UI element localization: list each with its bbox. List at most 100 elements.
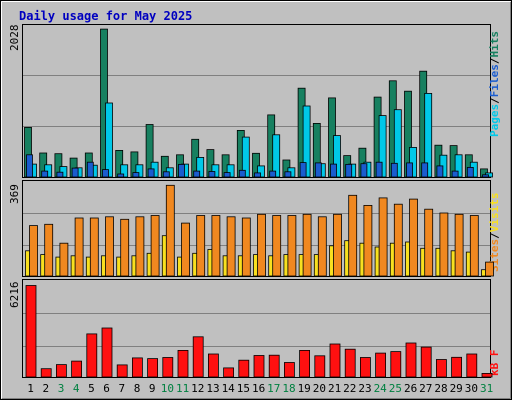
visits-bar [439,212,449,277]
visits-bar [29,225,38,277]
kb-bar [283,362,295,378]
visits-bar [196,215,206,277]
kb-bar [101,327,113,378]
files-bar [120,164,129,178]
day-label: 7 [118,382,125,395]
pages-bar [117,173,125,178]
visits-bar [363,204,373,277]
visits-bar [409,198,418,277]
pages-bar [147,168,155,178]
kb-bar [238,359,250,378]
pages-bar [193,170,201,178]
pages-bar [406,162,413,178]
files-bar [241,136,250,178]
pages-bar [102,169,109,178]
kb-bar [40,368,52,378]
day-label: 9 [149,382,156,395]
files-bar [196,156,205,178]
visits-bar [333,213,342,277]
visits-bar [272,215,282,277]
kb-bar [268,354,280,378]
day-label: 10 [161,382,174,395]
kb-bar [451,356,463,378]
pages-bar [71,167,79,178]
visits-bar [393,203,403,277]
pages-bar [284,171,292,178]
pages-bar [451,170,459,178]
pages-bar [254,172,261,178]
pages-bar [26,154,33,178]
visits-bar [44,223,54,277]
kb-bar [299,349,311,378]
kb-bar [420,346,432,378]
visits-bar [287,215,297,277]
kb-bars [25,285,493,378]
day-label: 19 [298,382,311,395]
files-bar [211,164,220,178]
day-label: 12 [191,382,204,395]
day-labels: 1 2 3 4 5 6 7 8 9 10 11 12 13 14 15 16 17 18 19 20 21 22 23 24 2… [27,382,493,395]
pages-bar [314,162,322,178]
pages-bar [482,174,489,178]
files-bar [333,135,341,178]
visits-bar [74,217,84,277]
kb-bar [435,359,447,378]
kb-ymax-label: 6216 [8,282,21,309]
day-label: 23 [358,382,371,395]
pages-bar [41,170,49,178]
visits-bar [317,216,327,277]
day-label: 27 [419,382,432,395]
visits-bar [105,216,114,277]
files-bar [302,105,311,178]
visits-bar [485,261,494,277]
visits-bar [181,222,190,277]
day-label: 30 [465,382,478,395]
hits-files-pages-bars [24,28,493,178]
visits-bar [257,213,266,277]
kb-bar [131,357,143,378]
pages-bar [223,172,231,178]
visits-bar [469,215,479,277]
files-bar [105,102,113,178]
day-label: 6 [103,382,110,395]
day-label: 14 [222,382,236,395]
day-label: 2 [42,382,49,395]
kb-bar [177,349,189,378]
day-label: 20 [313,382,326,395]
day-label: 22 [343,382,356,395]
visits-bar [378,197,388,277]
kb-bar [390,351,402,378]
pages-bar [421,162,429,178]
files-bar [424,93,433,178]
files-bar [409,146,417,178]
visits-bar [135,216,145,277]
panel-sites-frame [22,180,491,277]
day-label: 31 [480,382,493,395]
pages-bar [360,163,368,178]
visits-bar [89,217,99,277]
panel-hits-frame [22,24,491,178]
kb-bar [116,364,128,378]
kb-bar [329,343,341,378]
day-label: 5 [88,382,95,395]
files-bar [257,165,265,178]
kb-bar [71,360,82,378]
pages-bar [330,163,337,178]
pages-bar [299,162,307,178]
pages-bar [208,171,216,178]
legend-hits-files-pages: Pages/Files/Hits [488,31,501,137]
visits-bar [348,194,358,277]
day-label: 8 [134,382,141,395]
files-bar [226,164,235,178]
sites-ymax-label: 369 [8,184,21,204]
visits-bar [165,184,175,277]
legend-kb: kB F [488,350,501,377]
pages-bar [238,169,246,178]
kb-bar [192,336,204,378]
kb-bar [344,348,356,378]
kb-bar [147,358,159,378]
visits-bar [424,208,434,277]
pages-bar [390,162,398,178]
